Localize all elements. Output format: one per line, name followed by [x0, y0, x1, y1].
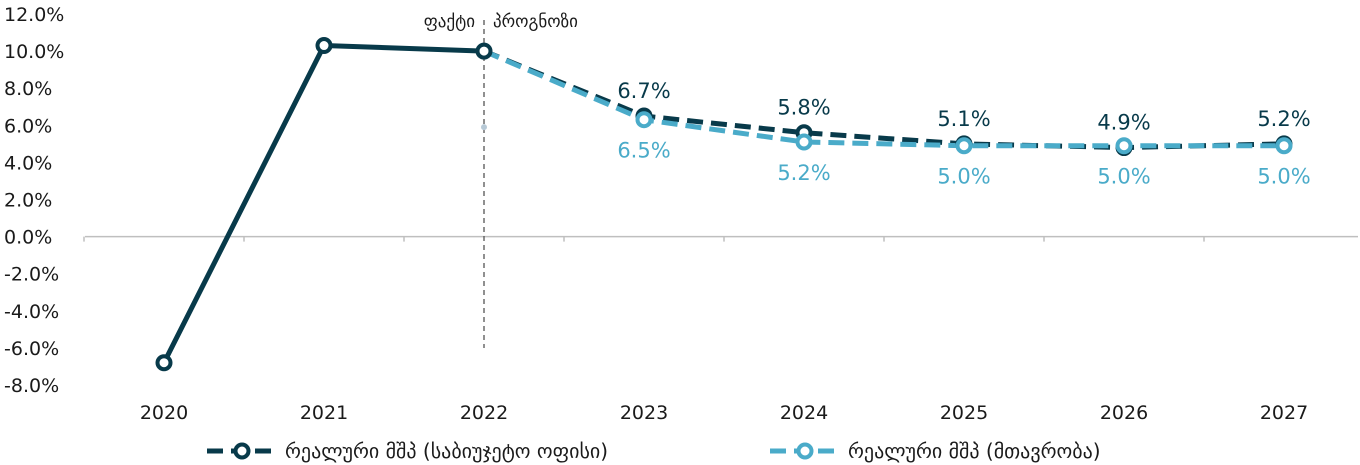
- y-tick-label: 6.0%: [4, 115, 52, 137]
- data-label-budget-office: 6.7%: [617, 79, 670, 103]
- data-labels: 6.7% 5.8% 5.1% 4.9% 5.2% 6.5% 5.2% 5.0% 5.0% 5.0%: [617, 79, 1310, 189]
- series-budget-office-point: [315, 37, 333, 55]
- x-tick-label: 2024: [780, 402, 828, 424]
- phase-label-actual: ფაქტი: [424, 12, 475, 32]
- data-label-budget-office: 5.2%: [1257, 107, 1310, 131]
- data-label-budget-office: 5.8%: [777, 96, 830, 120]
- phase-label-forecast: პროგნოზი: [493, 12, 578, 32]
- legend-marker-budget-office: [233, 442, 251, 460]
- x-tick-label: 2022: [460, 402, 508, 424]
- series-budget-office-actual-line: [161, 43, 485, 364]
- series-government-point: [635, 111, 653, 129]
- data-label-government: 6.5%: [617, 139, 670, 163]
- x-tick-label: 2020: [140, 402, 188, 424]
- series-government-point: [1275, 137, 1293, 155]
- legend: რეალური მშპ (საბიუჯეტო ოფისი) რეალური მშპ…: [207, 439, 1101, 463]
- series-budget-office-point: [475, 42, 493, 60]
- y-tick-label: 10.0%: [4, 41, 64, 63]
- series-lines: [155, 37, 1293, 372]
- data-label-government: 5.0%: [937, 165, 990, 189]
- data-label-budget-office: 5.1%: [937, 107, 990, 131]
- x-tick-label: 2025: [940, 402, 988, 424]
- y-tick-label: 4.0%: [4, 152, 52, 174]
- phase-divider: ფაქტი პროგნოზი: [424, 12, 578, 348]
- data-label-government: 5.0%: [1097, 165, 1150, 189]
- y-tick-label: 8.0%: [4, 78, 52, 100]
- series-budget-office-point: [155, 354, 173, 372]
- data-label-government: 5.2%: [777, 161, 830, 185]
- x-tick-label: 2027: [1260, 402, 1308, 424]
- x-tick-label: 2026: [1100, 402, 1148, 424]
- series-government-point: [955, 137, 973, 155]
- series-budget-office-forecast-line: [483, 48, 1285, 151]
- y-tick-label: 12.0%: [4, 4, 64, 26]
- x-tick-label: 2023: [620, 402, 668, 424]
- series-government-point: [795, 133, 813, 151]
- series-government-point: [1115, 137, 1133, 155]
- y-tick-label: 2.0%: [4, 190, 52, 212]
- y-tick-label: -6.0%: [4, 338, 59, 360]
- data-label-government: 5.0%: [1257, 165, 1310, 189]
- legend-label-budget-office: რეალური მშპ (საბიუჯეტო ოფისი): [285, 439, 608, 463]
- series-government-forecast-line: [483, 48, 1284, 149]
- axes: 12.0% 10.0% 8.0% 6.0% 4.0% 2.0% 0.0% -2.0% -4.0%…: [4, 4, 1358, 424]
- y-tick-label: -8.0%: [4, 375, 59, 397]
- data-label-budget-office: 4.9%: [1097, 111, 1150, 135]
- legend-label-government: რეალური მშპ (მთავრობა): [848, 439, 1101, 463]
- legend-marker-government: [796, 442, 814, 460]
- divider-marker-dot: [481, 124, 487, 131]
- x-tick-label: 2021: [300, 402, 348, 424]
- y-tick-label: -4.0%: [4, 301, 59, 323]
- y-tick-label: -2.0%: [4, 264, 59, 286]
- y-tick-label: 0.0%: [4, 227, 52, 249]
